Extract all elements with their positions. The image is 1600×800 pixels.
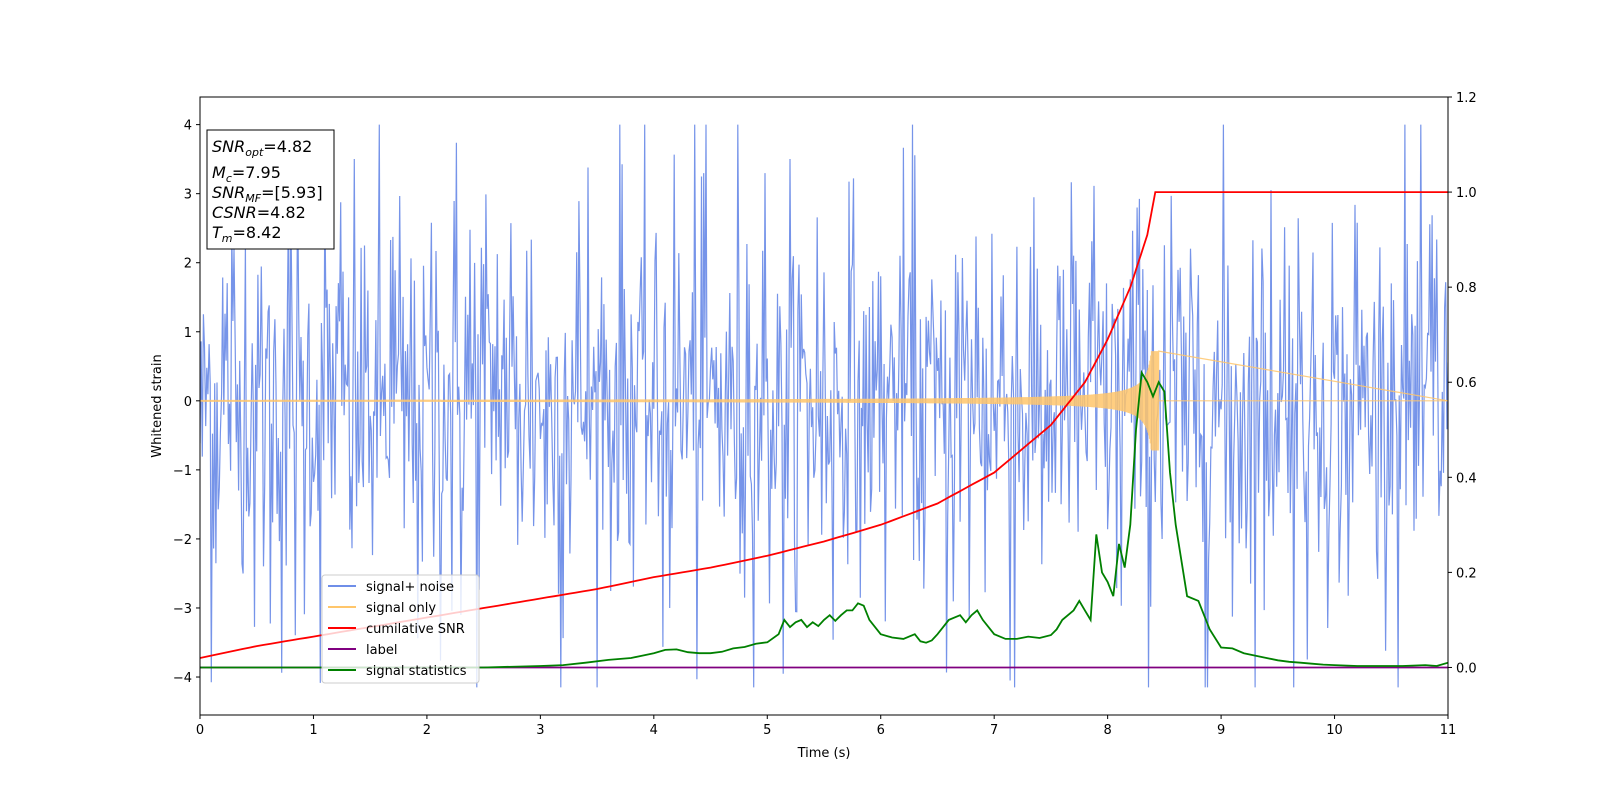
stats-annotation-box: SNRopt=4.82 Mc=7.95 SNRMF=[5.93] CSNR=4.… [206, 129, 335, 250]
y-left-tick-label: −2 [173, 533, 192, 548]
annotation-snr-opt: SNRopt=4.82 [212, 137, 312, 159]
x-tick-label: 1 [309, 723, 317, 738]
signal-statistics-series [200, 369, 1448, 669]
x-tick-label: 2 [423, 723, 431, 738]
annotation-snr-mf: SNRMF=[5.93] [212, 183, 323, 205]
y-right-tick-label: 1.0 [1456, 186, 1477, 201]
y-left-tick-label: 3 [184, 188, 192, 203]
y-left-tick-label: 2 [184, 257, 192, 272]
x-tick-label: 4 [650, 723, 658, 738]
signal-only-series [200, 350, 1448, 451]
x-axis-ticks: 0 1 2 3 4 5 6 7 8 9 10 11 [196, 715, 1456, 738]
legend-label-signal-noise: signal+ noise [366, 580, 454, 595]
y-right-tick-label: 0.4 [1456, 471, 1477, 486]
annotation-mc: Mc=7.95 [212, 163, 281, 185]
y-left-axis-ticks: 4 3 2 1 0 −1 −2 −3 −4 [173, 119, 200, 686]
y-right-tick-label: 0.0 [1456, 661, 1477, 676]
y-left-tick-label: −1 [173, 464, 192, 479]
signal-only-line [200, 350, 1448, 451]
x-tick-label: 8 [1103, 723, 1111, 738]
annotation-frame [206, 129, 335, 250]
x-tick-label: 5 [763, 723, 771, 738]
x-tick-label: 0 [196, 723, 204, 738]
signal-noise-series [200, 124, 1448, 688]
x-tick-label: 6 [877, 723, 885, 738]
x-tick-label: 3 [536, 723, 544, 738]
y-left-tick-label: −3 [173, 602, 192, 617]
x-tick-label: 11 [1440, 723, 1457, 738]
y-left-tick-label: 4 [184, 119, 192, 134]
legend-label-signal-statistics: signal statistics [366, 664, 467, 679]
y-right-tick-label: 1.2 [1456, 91, 1477, 106]
y-right-tick-label: 0.6 [1456, 376, 1477, 391]
x-tick-label: 9 [1217, 723, 1225, 738]
signal-noise-line [200, 124, 1448, 688]
legend: signal+ noise signal only cumilative SNR… [321, 574, 480, 684]
legend-frame [321, 574, 480, 684]
y-right-tick-label: 0.8 [1456, 281, 1477, 296]
annotation-tm: Tm=8.42 [212, 223, 282, 245]
y-right-axis-ticks: 1.2 1.0 0.8 0.6 0.4 0.2 0.0 [1448, 91, 1477, 676]
signal-statistics-line [200, 369, 1448, 669]
annotation-csnr: CSNR=4.82 [212, 203, 306, 222]
legend-label-signal-only: signal only [366, 601, 436, 616]
x-axis-label: Time (s) [797, 746, 851, 761]
x-tick-label: 10 [1326, 723, 1343, 738]
y-right-tick-label: 0.2 [1456, 566, 1477, 581]
legend-label-label: label [366, 643, 397, 658]
legend-label-cumulative-snr: cumilative SNR [366, 622, 465, 637]
y-left-tick-label: 0 [184, 395, 192, 410]
y-left-tick-label: −4 [173, 671, 192, 686]
plot-frame [199, 96, 1449, 716]
y-axis-label: Whitened strain [150, 354, 165, 457]
x-tick-label: 7 [990, 723, 998, 738]
y-left-tick-label: 1 [184, 326, 192, 341]
